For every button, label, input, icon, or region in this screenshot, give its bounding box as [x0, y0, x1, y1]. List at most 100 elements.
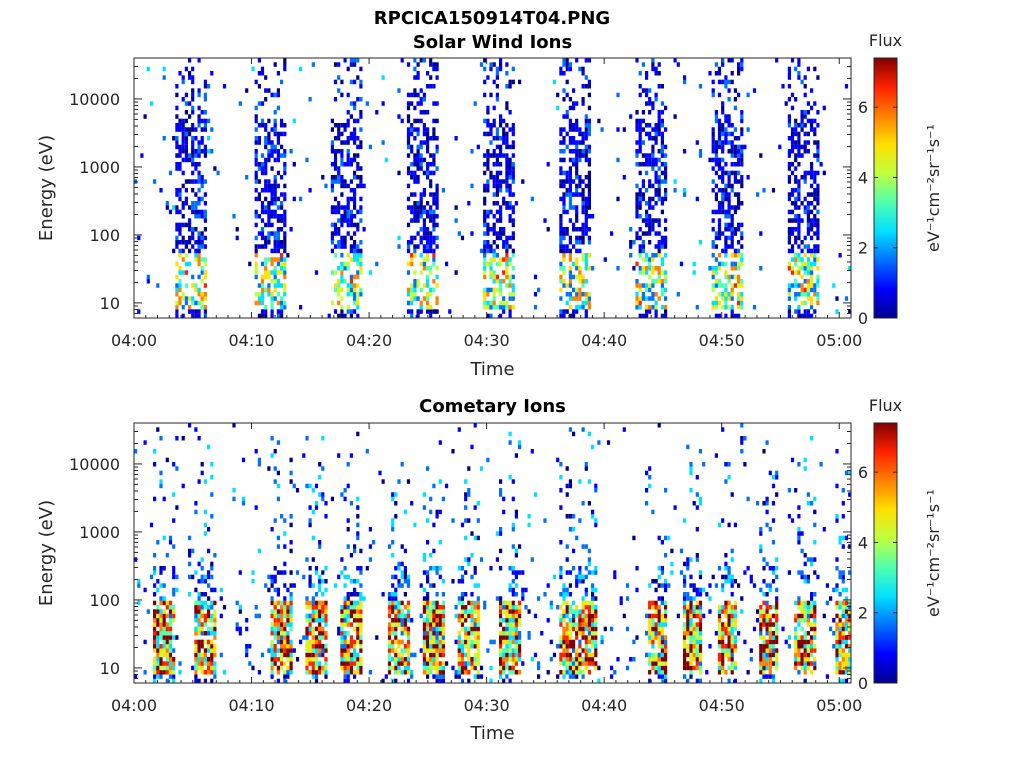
flux-cell	[664, 605, 668, 610]
flux-cell	[803, 149, 807, 154]
flux-cell	[359, 287, 363, 293]
flux-cell	[308, 583, 312, 588]
flux-cell	[203, 274, 207, 280]
flux-cell	[333, 227, 338, 232]
flux-cell	[343, 648, 347, 653]
flux-cell	[264, 166, 268, 171]
flux-cell	[207, 84, 211, 89]
flux-cell	[587, 118, 591, 124]
flux-cell	[264, 123, 268, 128]
flux-cell	[314, 609, 319, 614]
flux-cell	[432, 192, 436, 197]
flux-cell	[740, 253, 744, 258]
flux-cell	[426, 609, 430, 614]
flux-cell	[717, 157, 722, 163]
flux-cell	[172, 248, 176, 254]
flux-cell	[476, 605, 480, 610]
flux-cell	[587, 605, 591, 610]
flux-cell	[581, 227, 585, 232]
flux-cell	[499, 179, 503, 184]
flux-cell	[197, 292, 201, 297]
flux-cell	[406, 166, 411, 171]
flux-cell	[207, 644, 211, 649]
flux-cell	[572, 309, 576, 314]
flux-cell	[330, 209, 334, 215]
flux-cell	[562, 227, 566, 232]
flux-cell	[505, 235, 509, 241]
flux-cell	[273, 270, 277, 275]
flux-cell	[375, 110, 379, 115]
flux-cell	[803, 235, 807, 241]
flux-cell	[641, 283, 645, 288]
flux-cell	[660, 639, 664, 645]
flux-cell	[416, 205, 420, 210]
flux-cell	[457, 613, 461, 619]
flux-cell	[353, 214, 357, 219]
flux-cell	[483, 274, 487, 280]
flux-cell	[464, 652, 468, 658]
flux-cell	[794, 253, 798, 258]
flux-cell	[740, 149, 744, 154]
flux-cell	[429, 266, 433, 271]
flux-cell	[416, 71, 420, 76]
flux-cell	[438, 635, 442, 640]
flux-cell	[787, 162, 791, 167]
flux-cell	[276, 609, 280, 614]
flux-cell	[667, 583, 671, 588]
flux-cell	[724, 261, 728, 267]
flux-cell	[330, 144, 334, 150]
flux-cell	[794, 218, 798, 223]
flux-cell	[391, 609, 395, 614]
flux-cell	[172, 544, 176, 549]
flux-cell	[184, 222, 188, 228]
flux-cell	[162, 566, 166, 571]
flux-cell	[254, 261, 258, 267]
flux-cell	[714, 114, 718, 119]
flux-cell	[638, 296, 642, 301]
flux-cell	[591, 587, 595, 593]
flux-cell	[470, 444, 474, 450]
flux-cell	[254, 114, 258, 119]
flux-cell	[324, 670, 328, 675]
flux-cell	[340, 305, 344, 310]
flux-cell	[495, 305, 499, 310]
flux-cell	[432, 609, 436, 614]
flux-cell	[575, 123, 579, 128]
flux-cell	[787, 97, 791, 102]
flux-cell	[505, 270, 509, 275]
flux-cell	[406, 579, 411, 584]
flux-cell	[575, 157, 579, 163]
flux-cell	[660, 149, 664, 154]
flux-cell	[305, 626, 309, 632]
flux-cell	[270, 231, 274, 236]
flux-cell	[207, 149, 211, 154]
flux-cell	[460, 609, 465, 614]
flux-cell	[714, 279, 718, 284]
flux-cell	[721, 58, 725, 63]
flux-cell	[657, 192, 661, 197]
flux-cell	[635, 118, 639, 124]
flux-cell	[587, 561, 591, 567]
flux-cell	[568, 670, 572, 675]
flux-cell	[273, 622, 277, 627]
flux-cell	[387, 639, 392, 645]
flux-cell	[197, 214, 201, 219]
flux-cell	[505, 665, 509, 671]
flux-cell	[568, 205, 572, 210]
flux-cell	[508, 622, 512, 627]
flux-cell	[311, 644, 315, 649]
flux-cell	[572, 622, 576, 627]
flux-cell	[581, 71, 585, 76]
flux-cell	[578, 192, 582, 197]
flux-cell	[343, 214, 347, 219]
flux-cell	[559, 66, 563, 72]
flux-cell	[419, 613, 423, 619]
flux-cell	[156, 648, 160, 653]
flux-cell	[213, 626, 217, 632]
flux-cell	[584, 587, 588, 593]
flux-cell	[292, 583, 296, 588]
flux-cell	[321, 436, 325, 441]
flux-cell	[511, 170, 515, 176]
flux-cell	[200, 110, 204, 115]
